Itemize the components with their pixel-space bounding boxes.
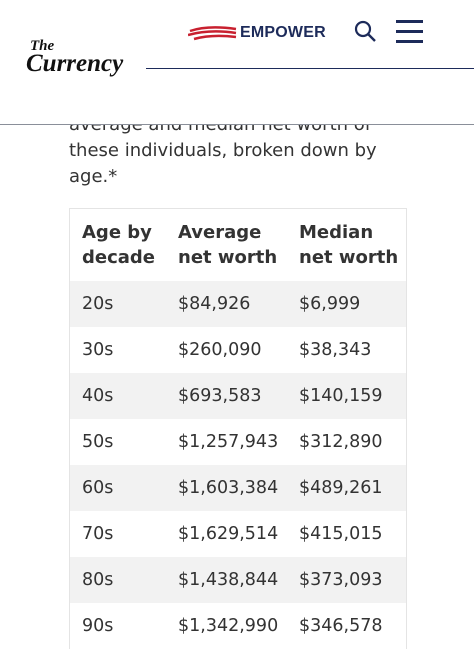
table-row: 20s $84,926 $6,999	[70, 281, 406, 327]
logo-small[interactable]: The	[30, 38, 55, 54]
table-cell: $1,342,990	[178, 616, 279, 636]
table-cell: $489,261	[299, 478, 383, 498]
intro-line: age.*	[69, 166, 118, 187]
table-cell: $312,890	[299, 432, 383, 452]
table-cell: 80s	[82, 570, 114, 590]
header-line: Median	[299, 222, 374, 243]
table-row: 50s $1,257,943 $312,890	[70, 419, 406, 465]
search-icon[interactable]	[354, 20, 378, 44]
table-cell: $415,015	[299, 524, 383, 544]
table-cell: 20s	[82, 294, 114, 314]
intro-line: these individuals, broken down by	[69, 140, 377, 161]
table-cell: $140,159	[299, 386, 383, 406]
site-header: The Currency EMPOWER	[0, 0, 474, 125]
table-cell: $1,438,844	[178, 570, 279, 590]
header-cell: Median net worth	[299, 220, 406, 270]
table-row: 70s $1,629,514 $415,015	[70, 511, 406, 557]
table-cell: 50s	[82, 432, 114, 452]
table-cell: $1,629,514	[178, 524, 279, 544]
table-row: 90s $1,342,990 $346,578	[70, 603, 406, 649]
header-cell: Age by decade	[70, 220, 178, 270]
header-line: decade	[82, 247, 156, 268]
table-cell: 70s	[82, 524, 114, 544]
header-cell: Average net worth	[178, 220, 299, 270]
table-row: 60s $1,603,384 $489,261	[70, 465, 406, 511]
table-cell: $38,343	[299, 340, 372, 360]
header-line: net worth	[178, 247, 278, 268]
brand[interactable]: EMPOWER	[240, 24, 326, 41]
table-cell: $260,090	[178, 340, 262, 360]
table-cell: 40s	[82, 386, 114, 406]
table-cell: $346,578	[299, 616, 383, 636]
table-cell: 60s	[82, 478, 114, 498]
table-cell: $1,257,943	[178, 432, 279, 452]
table-cell: $6,999	[299, 294, 361, 314]
table-row: 30s $260,090 $38,343	[70, 327, 406, 373]
table-header: Age by decade Average net worth Median net wo…	[70, 209, 406, 281]
header-line: Average	[178, 222, 262, 243]
header-rule	[146, 68, 474, 69]
table-cell: $693,583	[178, 386, 262, 406]
logo[interactable]: Currency	[26, 50, 124, 77]
table-row: 40s $693,583 $140,159	[70, 373, 406, 419]
menu-icon[interactable]	[396, 20, 424, 44]
net-worth-table: Age by decade Average net worth Median net wo…	[69, 208, 407, 649]
table-cell: $84,926	[178, 294, 251, 314]
table-cell: 90s	[82, 616, 114, 636]
table-cell: $1,603,384	[178, 478, 279, 498]
header-line: net worth	[299, 247, 399, 268]
table-row: 80s $1,438,844 $373,093	[70, 557, 406, 603]
header-line: Age by	[82, 222, 152, 243]
brand-flag	[188, 26, 237, 41]
table-cell: $373,093	[299, 570, 383, 590]
table-cell: 30s	[82, 340, 114, 360]
